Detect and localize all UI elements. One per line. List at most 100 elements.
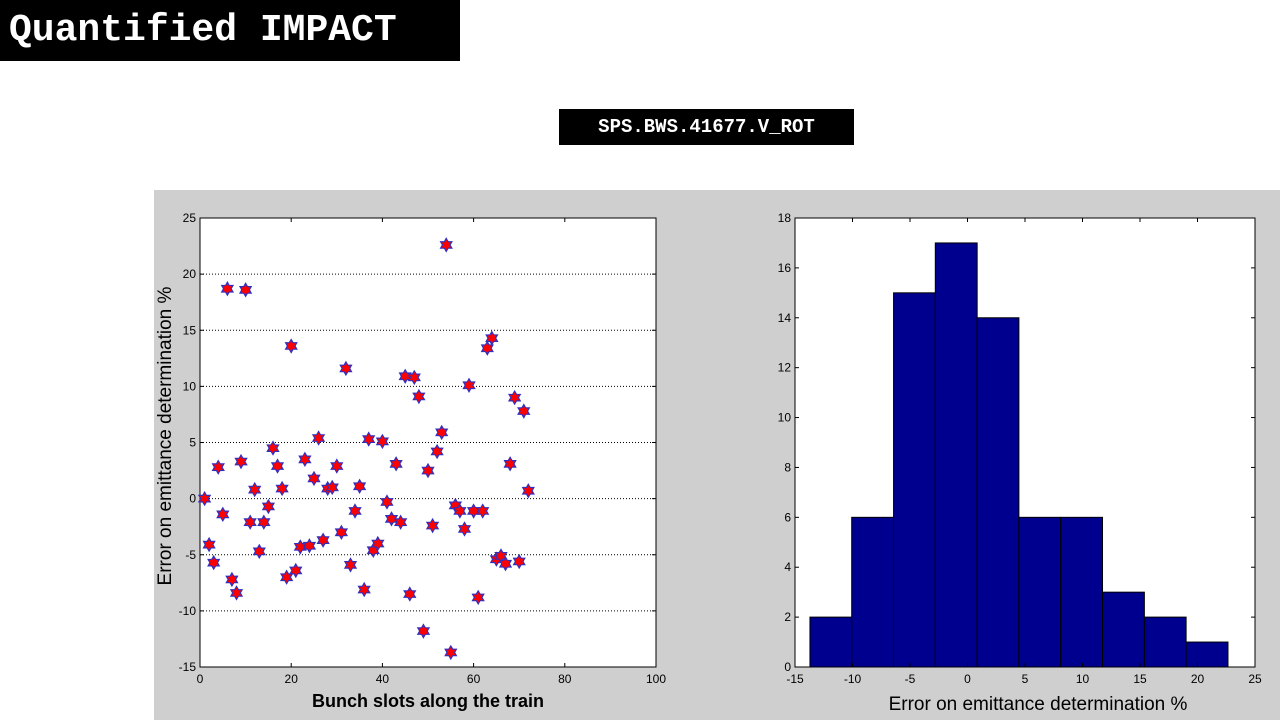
scatter-point [229, 585, 244, 601]
scatter-y-tick-label: 20 [183, 267, 197, 281]
scatter-point [316, 532, 330, 548]
scatter-y-tick-label: 5 [189, 436, 196, 450]
histogram-bar [851, 516, 895, 668]
scatter-point [352, 478, 367, 495]
scatter-point [412, 388, 426, 405]
scatter-x-axis-label: Bunch slots along the train [312, 691, 544, 711]
histogram-y-tick-label: 18 [778, 211, 792, 225]
scatter-y-tick-label: -5 [185, 548, 196, 562]
scatter-point [375, 433, 390, 450]
scatter-point [393, 514, 408, 530]
scatter-point [207, 554, 221, 571]
histogram-bar [1143, 616, 1187, 668]
scatter-point [398, 368, 412, 385]
scatter-point [380, 494, 394, 510]
scatter-point [348, 503, 362, 519]
scatter-point [325, 479, 339, 496]
scatter-point [220, 280, 235, 297]
scatter-point [521, 483, 535, 499]
histogram-x-tick-label: 15 [1133, 672, 1147, 686]
histogram-y-tick-label: 4 [784, 560, 791, 574]
scatter-y-tick-label: 0 [189, 492, 196, 506]
histogram-y-tick-label: 6 [784, 510, 791, 524]
scatter-y-tick-label: 25 [183, 211, 197, 225]
scatter-x-tick-label: 100 [646, 672, 666, 686]
scatter-point [289, 562, 303, 579]
histogram-bar [1102, 591, 1145, 668]
scatter-y-tick-label: -10 [179, 604, 197, 618]
histogram-y-tick-label: 0 [784, 660, 791, 674]
scatter-point [517, 403, 531, 419]
scatter-point [298, 451, 312, 467]
scatter-point [330, 458, 344, 474]
scatter-point [307, 470, 321, 487]
scatter-point [238, 282, 253, 298]
scatter-point [512, 553, 526, 570]
scatter-point [343, 557, 358, 573]
histogram-y-tick-label: 16 [778, 261, 792, 275]
scatter-point [339, 360, 353, 377]
scatter-point [384, 511, 399, 527]
histogram-bar [893, 292, 936, 668]
scatter-point [362, 431, 376, 447]
scatter-point [480, 340, 494, 356]
histogram-x-tick-label: -10 [844, 672, 862, 686]
histogram-y-tick-label: 10 [778, 411, 792, 425]
scatter-point [498, 555, 513, 572]
scatter-point [457, 521, 472, 537]
histogram-y-tick-label: 14 [778, 311, 792, 325]
scatter-point [257, 514, 271, 530]
scatter-point [197, 490, 212, 507]
scatter-point [503, 456, 517, 472]
histogram-x-tick-label: 20 [1191, 672, 1205, 686]
scatter-point [476, 503, 490, 519]
scatter-point [425, 517, 440, 534]
histogram-bar [976, 317, 1020, 668]
scatter-point [453, 503, 467, 519]
scatter-y-tick-label: 15 [183, 323, 197, 337]
histogram-bar [809, 616, 853, 668]
scatter-x-tick-label: 40 [376, 672, 390, 686]
scatter-point [471, 589, 485, 606]
scatter-point [416, 623, 431, 639]
scatter-point [403, 586, 417, 602]
histogram-bar [1185, 641, 1229, 668]
scatter-point [462, 377, 476, 394]
scatter-point [243, 514, 257, 530]
scatter-y-tick-label: -15 [179, 660, 197, 674]
scatter-point [275, 480, 289, 497]
scatter-point [311, 430, 326, 446]
scatter-x-tick-label: 60 [467, 672, 481, 686]
scatter-point [270, 458, 285, 474]
histogram-x-tick-label: 5 [1022, 672, 1029, 686]
scatter-point [389, 456, 403, 472]
scatter-point [234, 453, 248, 470]
scatter-point [302, 538, 317, 554]
histogram-x-axis-label: Error on emittance determination % [889, 694, 1188, 715]
scatter-point [225, 571, 239, 588]
scatter-y-axis-label: Error on emittance determination % [155, 286, 176, 585]
histogram-chart: 0 2 4 6 8 10 12 14 16 18 -15 -10 -5 0 5 10 15 20 25 Error … [778, 211, 1262, 715]
scatter-point [430, 443, 444, 460]
scatter-point [216, 506, 230, 522]
histogram-x-tick-label: -15 [786, 672, 804, 686]
scatter-x-tick-label: 20 [285, 672, 299, 686]
histogram-x-tick-label: 10 [1076, 672, 1090, 686]
scatter-point [357, 581, 371, 598]
scatter-point [421, 462, 435, 479]
scatter-point [507, 389, 522, 406]
scatter-point [435, 424, 449, 441]
scatter-x-tick-label: 0 [197, 672, 204, 686]
scatter-point [248, 481, 262, 498]
histogram-x-tick-label: 25 [1248, 672, 1262, 686]
device-name-label: SPS.BWS.41677.V_ROT [559, 109, 854, 145]
scatter-point [211, 459, 225, 475]
scatter-point [266, 440, 280, 456]
scatter-chart: -15 -10 -5 0 5 10 15 20 25 0 20 40 60 80 100 Bunch slo… [155, 211, 666, 711]
histogram-y-tick-label: 2 [784, 610, 791, 624]
scatter-point [444, 644, 458, 661]
histogram-y-tick-label: 8 [784, 460, 791, 474]
scatter-point [261, 498, 276, 515]
scatter-point [284, 338, 298, 354]
